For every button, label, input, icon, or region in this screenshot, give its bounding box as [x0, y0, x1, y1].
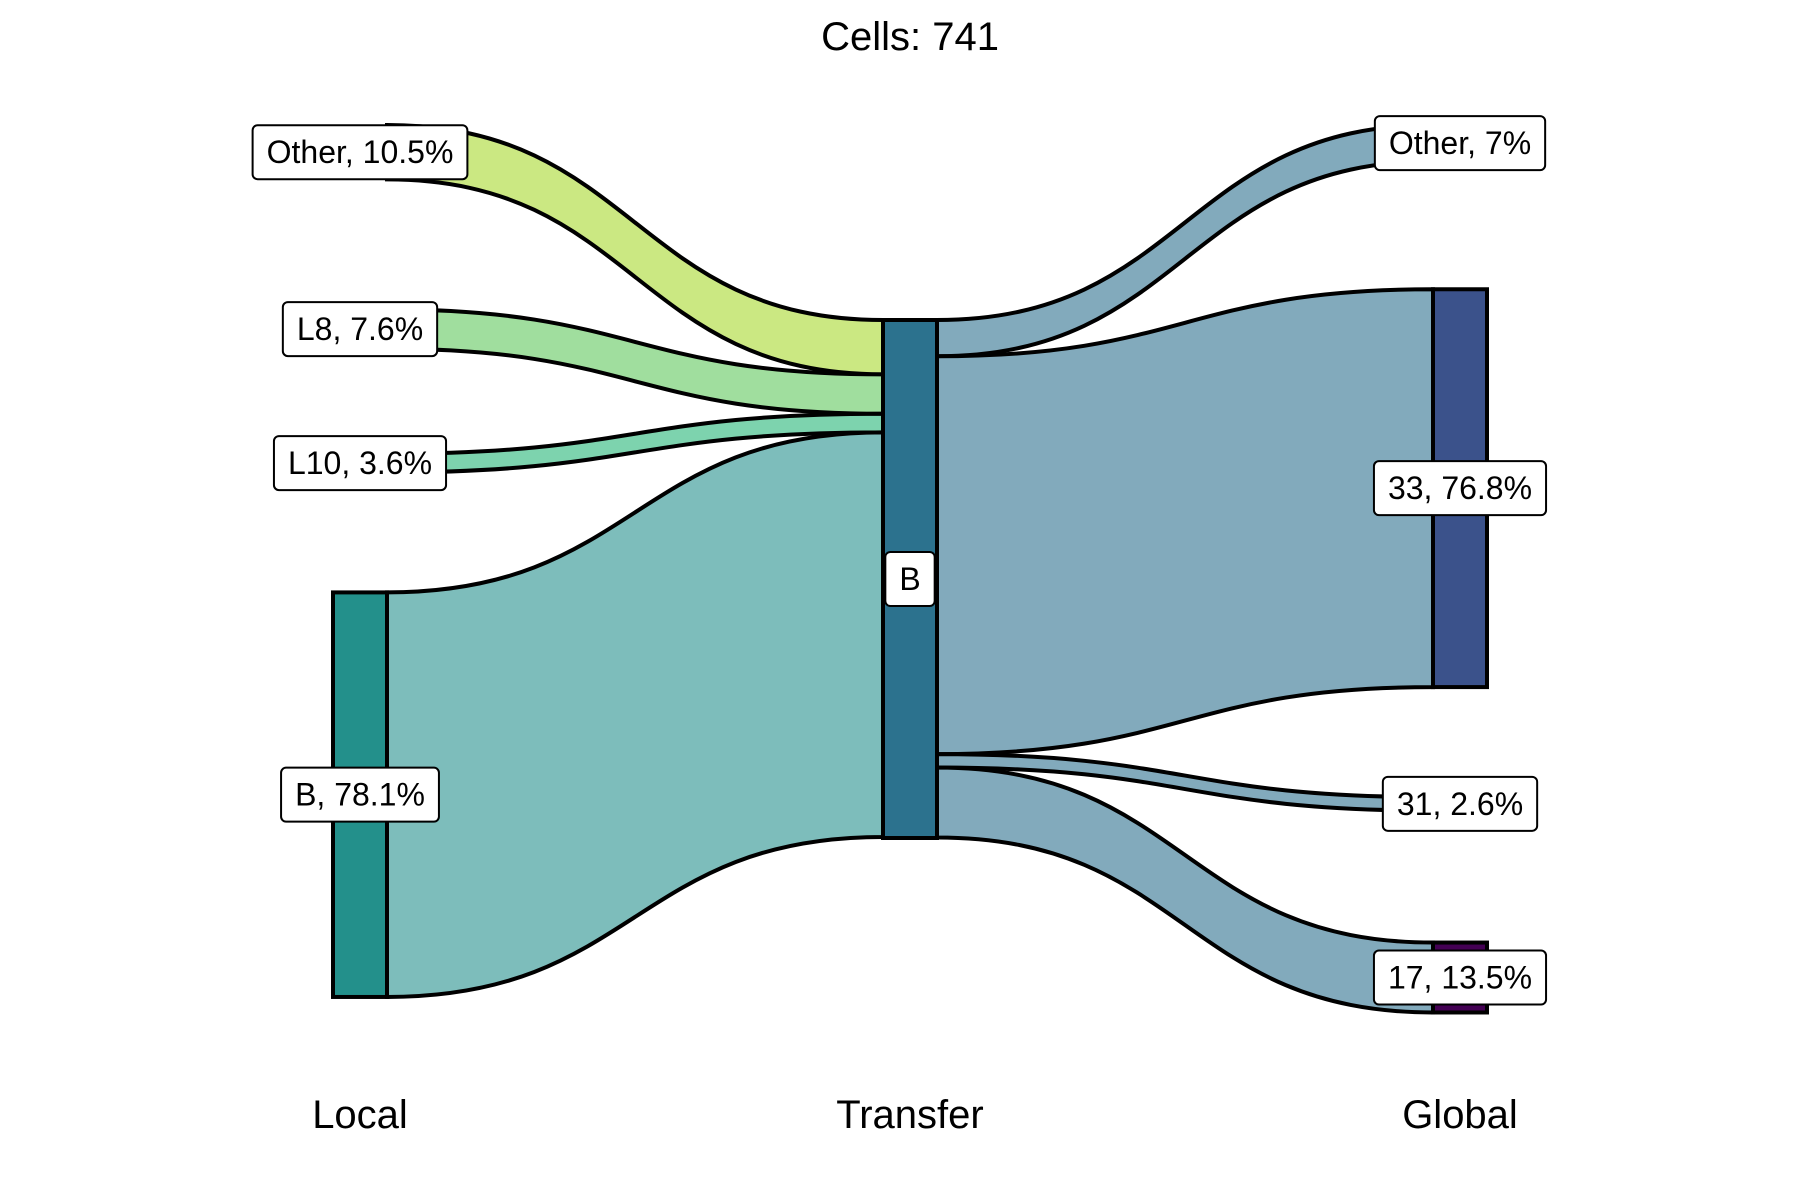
- label-global-33: 33, 76.8%: [1372, 460, 1548, 517]
- label-global-other: Other, 7%: [1373, 115, 1547, 172]
- flow-transfer-to-global-33: [935, 287, 1435, 757]
- axis-label-transfer: Transfer: [836, 1093, 983, 1137]
- label-local-b-text: B, 78.1%: [295, 777, 425, 813]
- label-global-17-text: 17, 13.5%: [1388, 960, 1532, 996]
- label-local-l8-box: [281, 301, 439, 358]
- label-global-33-box: [1372, 460, 1548, 517]
- label-local-l10: L10, 3.6%: [272, 435, 448, 492]
- label-local-other: Other, 10.5%: [251, 124, 469, 181]
- chart-title: Cells: 741: [821, 15, 999, 59]
- label-global-other-text: Other, 7%: [1389, 125, 1531, 161]
- label-transfer-b-box: [884, 551, 936, 607]
- axis-label-local: Local: [312, 1093, 408, 1137]
- label-local-l10-text: L10, 3.6%: [288, 445, 432, 481]
- label-local-other-text: Other, 10.5%: [267, 134, 454, 170]
- label-global-31-box: [1381, 775, 1539, 832]
- label-transfer-b: B: [884, 551, 936, 607]
- label-local-l10-box: [272, 435, 448, 492]
- label-transfer-b-text: B: [899, 561, 920, 597]
- label-local-other-box: [251, 124, 469, 181]
- label-local-b-box: [280, 766, 440, 823]
- label-global-33-text: 33, 76.8%: [1388, 470, 1532, 506]
- flow-local-b-to-transfer: [385, 430, 885, 999]
- label-global-other-box: [1373, 115, 1547, 172]
- label-global-17: 17, 13.5%: [1372, 949, 1548, 1006]
- label-local-b: B, 78.1%: [280, 766, 440, 823]
- label-global-31: 31, 2.6%: [1381, 775, 1539, 832]
- label-local-l8-text: L8, 7.6%: [297, 311, 423, 347]
- label-global-31-text: 31, 2.6%: [1397, 786, 1523, 822]
- flows-group: [385, 122, 1435, 1015]
- label-local-l8: L8, 7.6%: [281, 301, 439, 358]
- axis-label-global: Global: [1402, 1093, 1518, 1137]
- label-global-17-box: [1372, 949, 1548, 1006]
- node-labels-group: Other, 10.5% L8, 7.6% L10, 3.6% B, 78.1% B Ot…: [251, 115, 1548, 1006]
